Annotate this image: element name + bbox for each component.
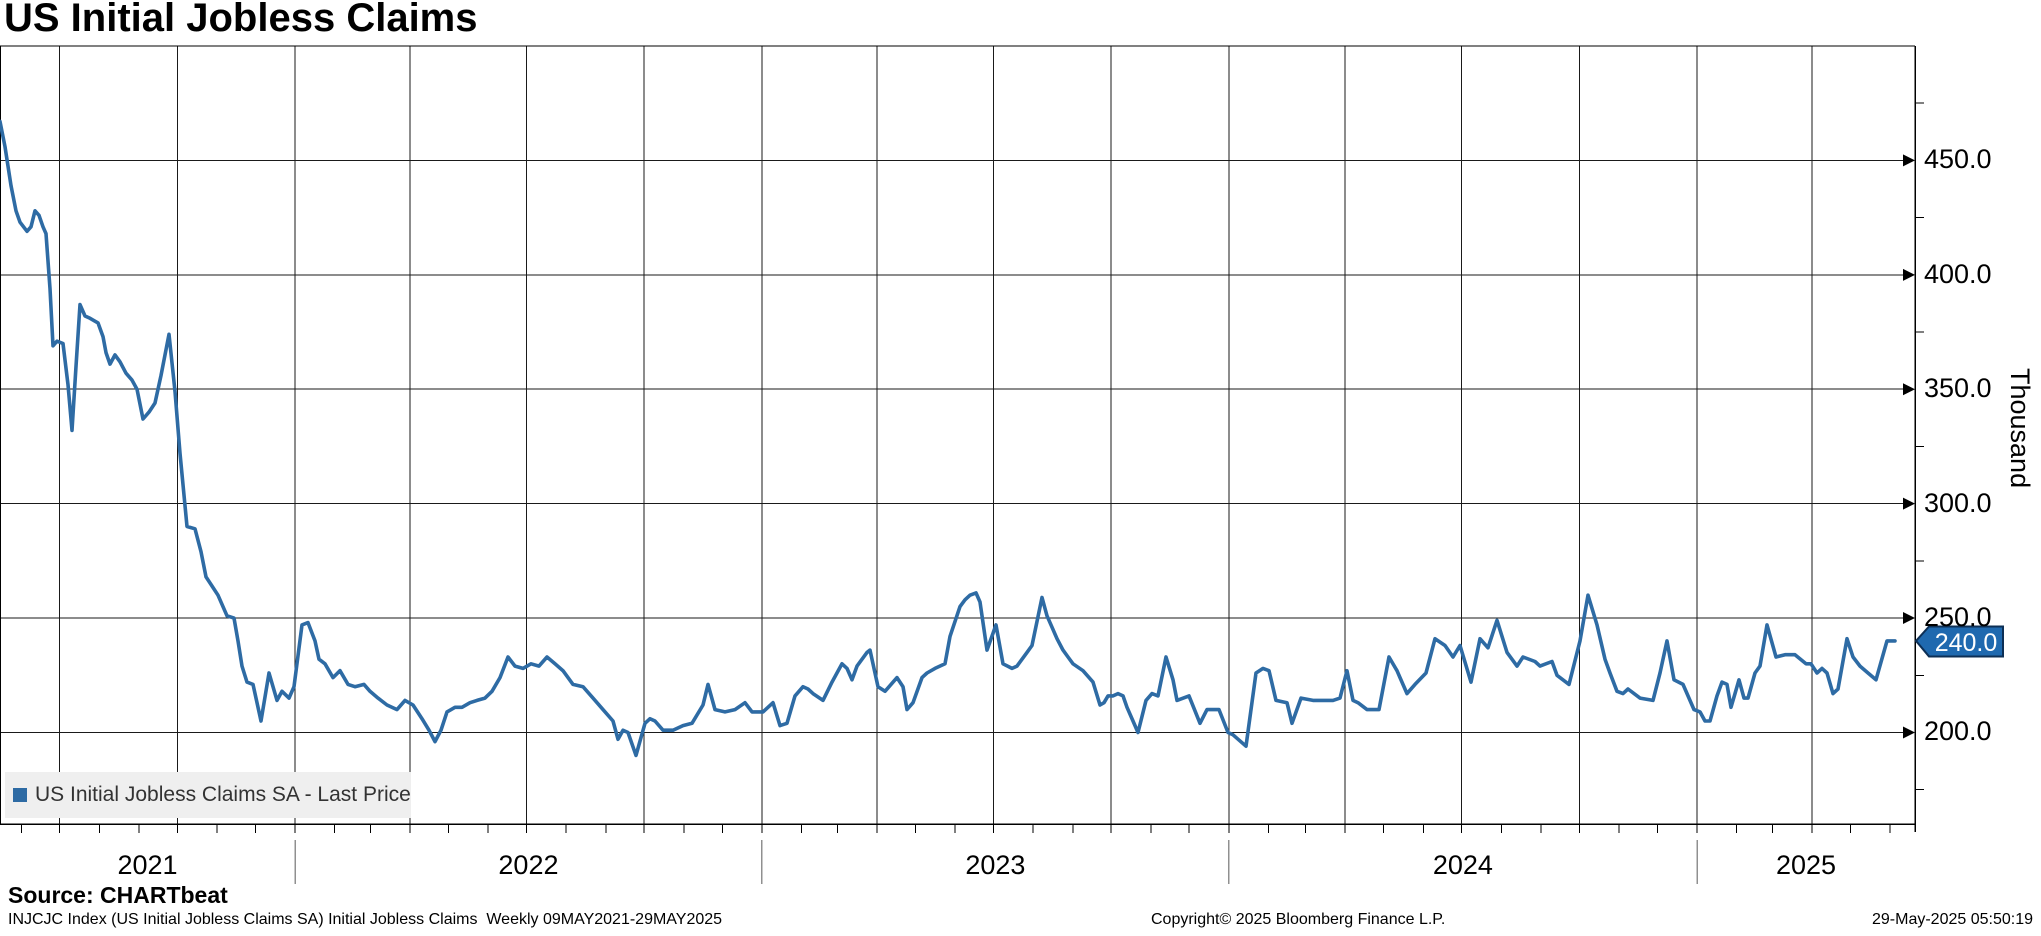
y-axis-tick-label: 250.0: [1924, 602, 1992, 633]
x-axis-year-label: 2022: [498, 850, 559, 880]
y-axis-tick-label: 300.0: [1924, 487, 1992, 518]
x-axis-year-label: 2025: [1775, 850, 1837, 880]
page-title: US Initial Jobless Claims: [4, 0, 478, 40]
source-line: Source: CHARTbeat: [8, 882, 228, 908]
footer-timestamp: 29-May-2025 05:50:19: [1872, 911, 2033, 928]
x-axis-year-label: 2023: [965, 850, 1026, 880]
y-axis-tick-label: 200.0: [1924, 716, 1992, 747]
y-axis-tick-label: 450.0: [1924, 144, 1992, 175]
y-axis-tick-label: 400.0: [1924, 258, 1992, 289]
legend-label: US Initial Jobless Claims SA - Last Pric…: [35, 783, 411, 806]
y-axis-tick-label: 350.0: [1924, 373, 1992, 404]
y-axis-title: Thousand: [2005, 368, 2035, 489]
footer-copyright: Copyright© 2025 Bloomberg Finance L.P.: [1151, 911, 1446, 928]
x-axis-year-label: 2021: [117, 850, 178, 880]
x-axis-year-label: 2024: [1432, 850, 1493, 880]
legend[interactable]: US Initial Jobless Claims SA - Last Pric…: [5, 772, 411, 818]
legend-swatch-icon: [13, 788, 27, 802]
footer-security-description: INJCJC Index (US Initial Jobless Claims …: [8, 911, 723, 928]
last-price-badge: 240.0: [1934, 628, 1998, 657]
